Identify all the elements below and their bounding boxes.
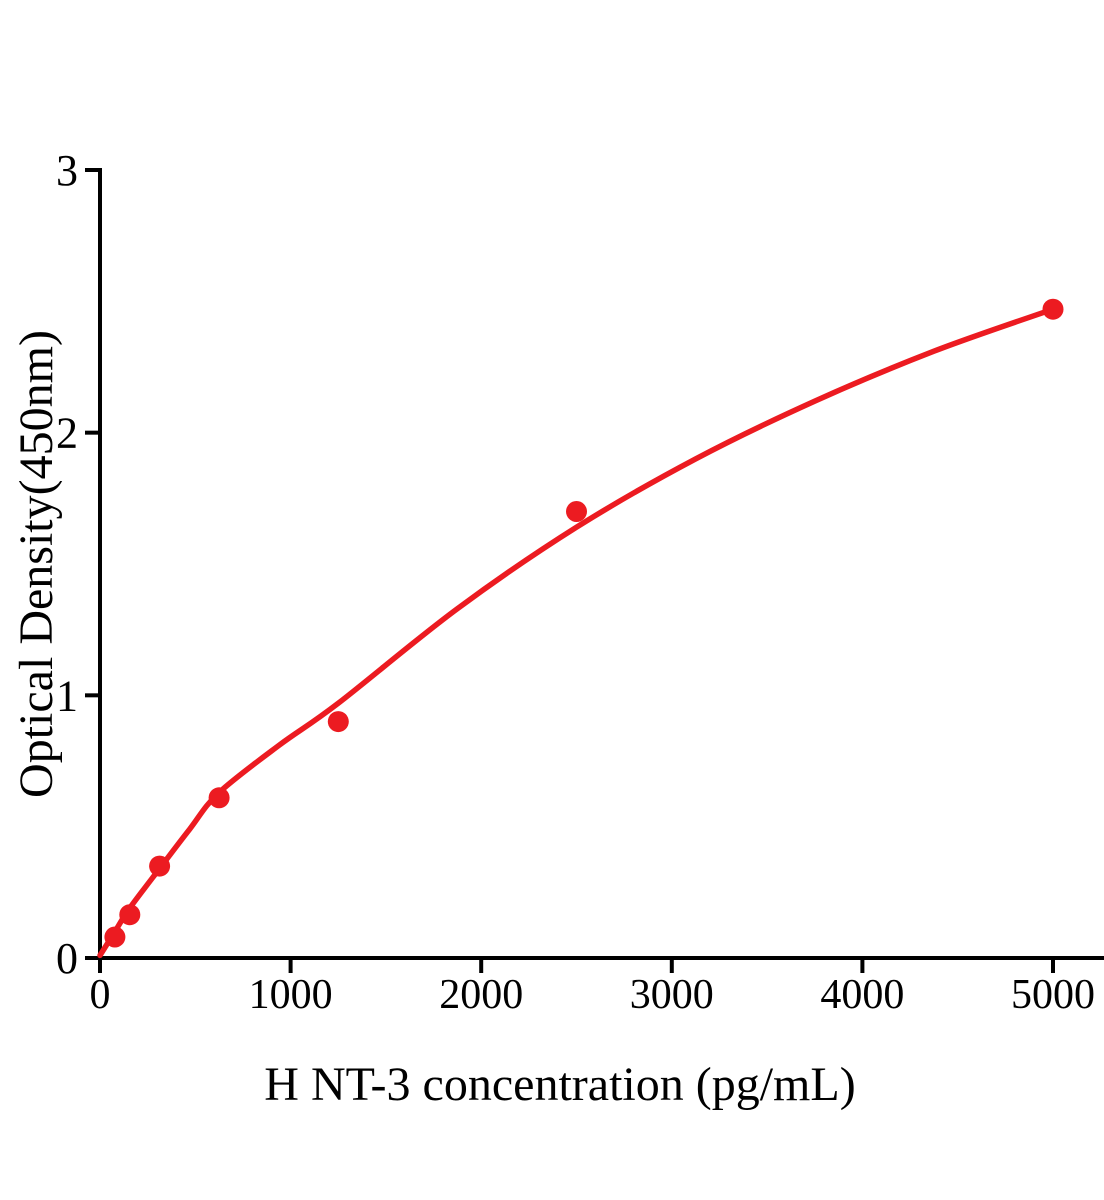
- x-tick-label: 0: [90, 972, 111, 1018]
- fit-curve-group: [97, 306, 1056, 959]
- x-tick-label: 4000: [820, 972, 904, 1018]
- data-point: [119, 904, 141, 926]
- fit-curve: [97, 306, 1056, 959]
- y-tick-label: 0: [56, 934, 78, 983]
- x-tick-label: 3000: [630, 972, 714, 1018]
- y-tick-label: 1: [56, 671, 78, 720]
- y-axis-title: Optical Density(450nm): [10, 330, 63, 798]
- data-points-group: [104, 298, 1064, 948]
- x-tick-label: 1000: [249, 972, 333, 1018]
- x-axis-ticks: 0 1000 2000 3000 4000 5000: [90, 958, 1095, 1018]
- data-point: [327, 711, 349, 733]
- data-point: [566, 501, 587, 522]
- x-tick-label: 2000: [439, 972, 523, 1018]
- data-point: [149, 855, 171, 877]
- y-tick-label: 3: [56, 146, 78, 195]
- data-point: [1042, 298, 1064, 320]
- y-axis-ticks: 0 1 2 3: [56, 146, 100, 983]
- data-point: [208, 787, 230, 809]
- y-tick-label: 2: [56, 409, 78, 458]
- x-tick-label: 5000: [1011, 972, 1095, 1018]
- data-point: [104, 926, 126, 948]
- x-axis-title: H NT-3 concentration (pg/mL): [264, 1058, 855, 1111]
